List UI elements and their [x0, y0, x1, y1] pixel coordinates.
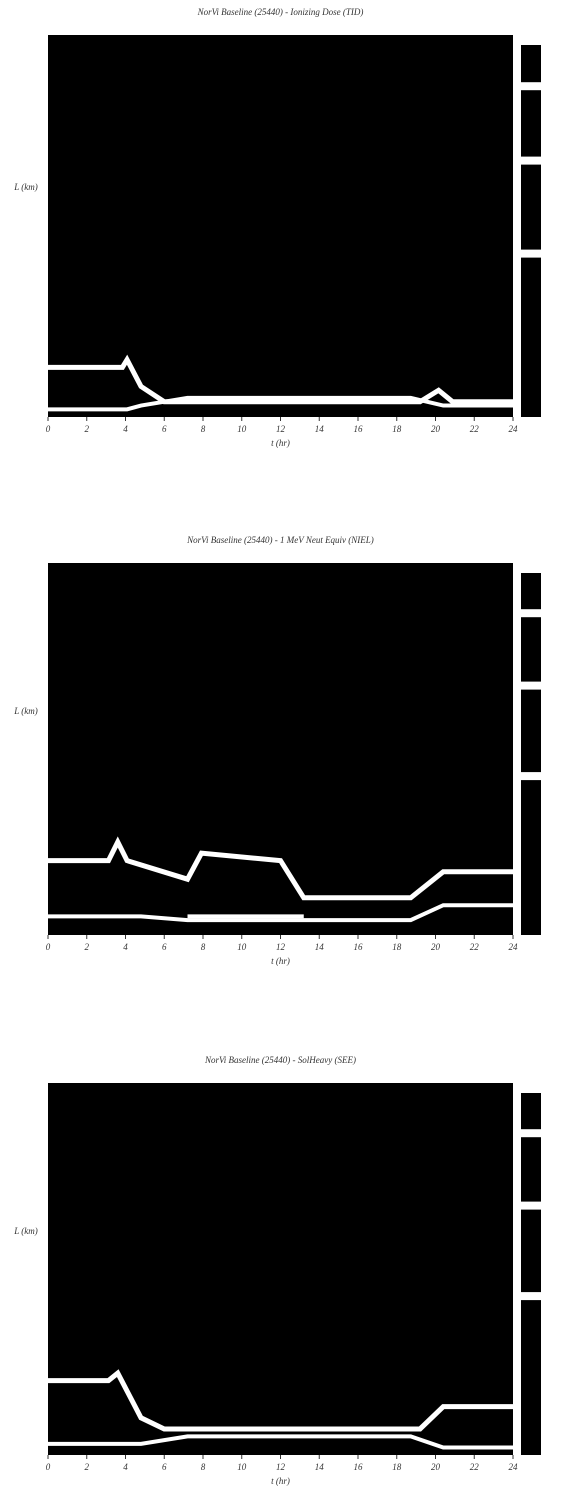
band: [48, 1369, 513, 1432]
x-tick-label: 8: [201, 1462, 206, 1472]
colorbar-band: [521, 156, 541, 165]
x-tick-label: 12: [276, 1462, 286, 1472]
x-tick-label: 20: [431, 424, 441, 434]
x-tick-label: 0: [46, 942, 51, 952]
x-axis-label: t (hr): [271, 1476, 290, 1486]
x-tick-label: 14: [315, 942, 325, 952]
colorbar-band: [521, 82, 541, 91]
x-tick-label: 22: [470, 424, 480, 434]
x-tick-label: 12: [276, 942, 286, 952]
x-tick-label: 22: [470, 942, 480, 952]
x-tick-label: 6: [162, 424, 167, 434]
x-tick-label: 8: [201, 942, 206, 952]
colorbar: [521, 45, 541, 417]
x-tick-label: 14: [315, 1462, 325, 1472]
colorbar-band: [521, 249, 541, 258]
x-tick-label: 16: [354, 1462, 364, 1472]
colorbar-band: [521, 681, 541, 690]
x-tick-label: 16: [354, 424, 364, 434]
colorbar: [521, 573, 541, 935]
band: [48, 395, 513, 412]
x-tick-label: 2: [85, 1462, 90, 1472]
x-tick-label: 10: [237, 942, 247, 952]
band: [48, 836, 513, 901]
plot-area: [48, 35, 513, 417]
band: [48, 903, 513, 923]
colorbar-band: [521, 1201, 541, 1210]
x-tick-label: 18: [392, 942, 402, 952]
x-tick-label: 2: [85, 942, 90, 952]
plot-area: [48, 563, 513, 935]
x-tick-label: 20: [431, 1462, 441, 1472]
x-tick-label: 6: [162, 942, 167, 952]
x-tick-label: 16: [354, 942, 364, 952]
x-tick-label: 4: [123, 424, 128, 434]
x-tick-label: 12: [276, 424, 286, 434]
x-tick-label: 10: [237, 424, 247, 434]
x-tick-label: 8: [201, 424, 206, 434]
y-axis-label: L (km): [13, 1226, 38, 1236]
band: [48, 1434, 513, 1450]
colorbar-band: [521, 1129, 541, 1138]
y-axis-label: L (km): [13, 182, 38, 192]
x-tick-label: 14: [315, 424, 325, 434]
x-tick-label: 18: [392, 1462, 402, 1472]
x-tick-label: 20: [431, 942, 441, 952]
colorbar-band: [521, 772, 541, 781]
x-tick-label: 24: [509, 942, 519, 952]
x-tick-label: 24: [509, 1462, 519, 1472]
chart-title: NorVi Baseline (25440) - SolHeavy (SEE): [204, 1055, 356, 1065]
colorbar-band: [521, 1292, 541, 1301]
x-tick-label: 18: [392, 424, 402, 434]
x-tick-label: 6: [162, 1462, 167, 1472]
colorbar-band: [521, 609, 541, 618]
x-axis-label: t (hr): [271, 956, 290, 966]
y-axis-label: L (km): [13, 706, 38, 716]
x-axis-label: t (hr): [271, 438, 290, 448]
x-tick-label: 4: [123, 942, 128, 952]
x-tick-label: 2: [85, 424, 90, 434]
chart-title: NorVi Baseline (25440) - Ionizing Dose (…: [197, 7, 364, 17]
x-tick-label: 10: [237, 1462, 247, 1472]
x-tick-label: 22: [470, 1462, 480, 1472]
chart-title: NorVi Baseline (25440) - 1 MeV Neut Equi…: [186, 535, 374, 545]
plot-area: [48, 1083, 513, 1455]
x-tick-label: 4: [123, 1462, 128, 1472]
colorbar: [521, 1093, 541, 1455]
x-tick-label: 0: [46, 424, 51, 434]
x-tick-label: 0: [46, 1462, 51, 1472]
x-tick-label: 24: [509, 424, 519, 434]
